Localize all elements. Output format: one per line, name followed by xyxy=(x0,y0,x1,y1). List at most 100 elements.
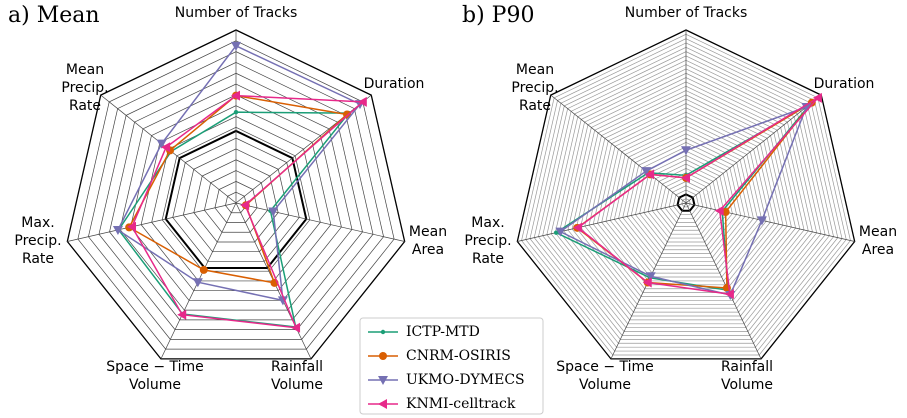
grid-ring xyxy=(119,83,353,311)
marker xyxy=(379,352,387,360)
grid-ring xyxy=(651,168,721,235)
grid-ring xyxy=(656,172,716,231)
series-line xyxy=(558,105,808,296)
reference-ring xyxy=(676,193,696,212)
grid-ring xyxy=(161,126,311,272)
axis-label: Rate xyxy=(519,98,551,114)
axis-label: Duration xyxy=(364,76,425,92)
axis-label: Area xyxy=(862,242,894,258)
series xyxy=(112,41,365,306)
marker xyxy=(357,96,367,107)
grid-ring xyxy=(525,38,847,352)
grid-ring xyxy=(542,55,830,336)
axis-label: Mean xyxy=(409,224,447,240)
axis-label: Rate xyxy=(472,251,504,267)
panel-title: b) P90 xyxy=(462,3,534,28)
marker xyxy=(192,278,203,288)
grid-ring xyxy=(533,46,839,344)
marker xyxy=(231,90,240,101)
grid-ring xyxy=(635,150,737,251)
series-line xyxy=(576,97,819,296)
axis-label: Duration xyxy=(814,76,875,92)
grid-ring xyxy=(77,40,395,350)
axis-label: Number of Tracks xyxy=(625,5,748,21)
axis-label: Volume xyxy=(579,377,631,393)
grid-ring xyxy=(563,77,809,317)
marker xyxy=(553,230,559,235)
grid-ring xyxy=(664,180,708,223)
grid-ring xyxy=(538,51,834,340)
series xyxy=(553,101,813,293)
marker xyxy=(756,216,767,226)
grid-ring xyxy=(172,137,300,262)
marker xyxy=(378,399,387,409)
spoke xyxy=(550,94,687,204)
marker xyxy=(199,265,208,274)
grid-ring xyxy=(618,133,754,266)
grid-ring xyxy=(151,116,321,282)
axis-label: Space − Time xyxy=(106,359,204,375)
marker xyxy=(177,309,187,320)
spoke xyxy=(235,202,405,242)
series xyxy=(573,92,822,300)
grid-ring xyxy=(567,81,805,313)
grid-ring xyxy=(225,191,247,214)
grid-ring xyxy=(571,85,801,309)
grid-ring xyxy=(613,129,759,270)
marker xyxy=(240,200,250,211)
marker xyxy=(724,289,734,300)
marker xyxy=(343,110,352,119)
marker xyxy=(291,322,301,333)
series xyxy=(126,90,367,333)
axis-label: Space − Time xyxy=(556,359,654,375)
grid-ring xyxy=(550,64,822,329)
marker xyxy=(681,172,690,183)
grid-ring xyxy=(516,29,856,360)
axis-label: Volume xyxy=(271,377,323,393)
grid-ring xyxy=(559,72,813,321)
grid-ring xyxy=(668,185,704,219)
marker xyxy=(231,41,241,51)
spoke xyxy=(685,94,822,204)
grid-ring xyxy=(182,148,290,253)
grid-ring xyxy=(639,155,733,247)
marker xyxy=(681,146,691,156)
marker xyxy=(277,296,288,306)
axis-label: Rainfall xyxy=(271,359,323,375)
grid-ring xyxy=(66,29,406,360)
axis-label: Mean xyxy=(516,62,554,78)
grid-ring xyxy=(529,42,843,348)
legend-box xyxy=(359,317,544,415)
spoke xyxy=(685,202,855,242)
grid-ring xyxy=(643,159,729,243)
reference-ring xyxy=(164,129,308,269)
marker xyxy=(714,205,724,216)
marker xyxy=(378,376,388,385)
marker xyxy=(555,227,566,237)
axis-label: Rate xyxy=(22,251,54,267)
series-line xyxy=(131,94,365,329)
axis-label: Rainfall xyxy=(721,359,773,375)
marker xyxy=(112,225,123,235)
legend-label: CNRM-OSIRIS xyxy=(406,348,511,364)
legend-label: UKMO-DYMECS xyxy=(406,372,525,388)
axis-label: Volume xyxy=(129,377,181,393)
grid-ring xyxy=(554,68,818,325)
axis-label: Precip. xyxy=(511,80,558,96)
marker xyxy=(645,169,655,180)
axis-label: Precip. xyxy=(61,80,108,96)
grid-ring xyxy=(672,189,700,216)
grid-ring xyxy=(601,116,771,282)
grid-ring xyxy=(203,170,269,233)
legend-label: KNMI-celltrack xyxy=(406,396,516,412)
grid-ring xyxy=(626,142,746,258)
axis-label: Precip. xyxy=(14,233,61,249)
legend-label: ICTP-MTD xyxy=(406,324,480,340)
grid-ring xyxy=(622,137,750,262)
marker xyxy=(161,142,171,153)
marker xyxy=(268,207,279,217)
marker xyxy=(233,109,239,115)
grid-ring xyxy=(588,103,784,293)
marker xyxy=(645,272,656,282)
